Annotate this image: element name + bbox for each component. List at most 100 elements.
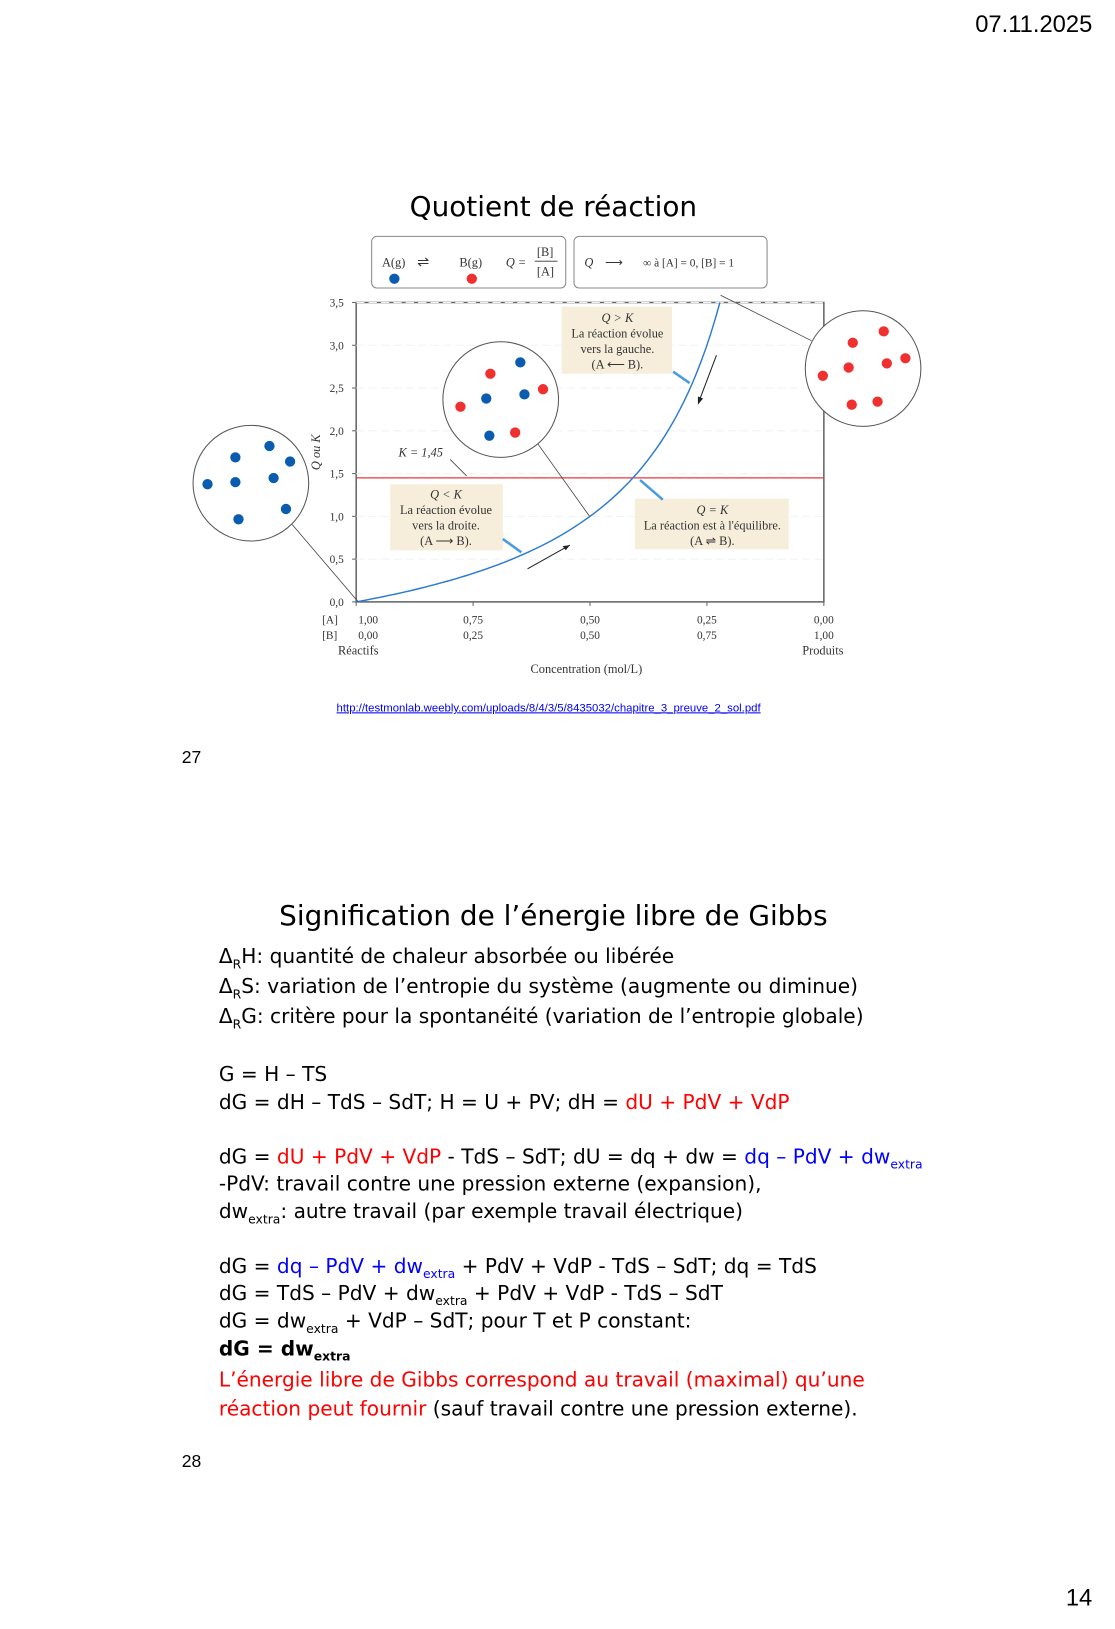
text-line: dG = dU + PdV + VdP - TdS – SdT; dU = dq…: [218, 1144, 923, 1172]
text-segment: -PdV: travail contre une pression extern…: [218, 1171, 762, 1196]
row-label-b: [B]: [322, 630, 337, 642]
slide-27-number: 27: [181, 747, 202, 768]
x-tick-label-a: 0,00: [814, 615, 834, 627]
text-segment: dU + PdV + VdP: [276, 1144, 442, 1169]
text-line: réaction peut fournir (sauf travail cont…: [219, 1397, 858, 1421]
slide-27-title: Quotient de réaction: [409, 190, 698, 223]
subscript: extra: [313, 1349, 351, 1364]
x-tick-label-b: 0,25: [463, 630, 483, 642]
text-line: dG = TdS – PdV + dwextra + PdV + VdP - T…: [218, 1281, 723, 1309]
y-tick-label: 2,5: [330, 383, 345, 395]
x-tick-label-a: 1,00: [358, 615, 378, 627]
text-line: ΔRH: quantité de chaleur absorbée ou lib…: [218, 944, 675, 972]
x-tick-label-a: 0,25: [697, 615, 717, 627]
molecules-circle-products: [804, 310, 922, 427]
text-segment: + PdV + VdP - TdS – SdT: [467, 1281, 723, 1305]
y-tick-label: 0,0: [330, 597, 345, 609]
sheet-number: 14: [1065, 1583, 1093, 1611]
subscript: R: [232, 957, 242, 972]
text-segment: G = H – TS: [218, 1062, 328, 1087]
text-line: -PdV: travail contre une pression extern…: [219, 1172, 762, 1196]
text-segment: dG = dH – TdS – SdT; H = U + PV; dH =: [218, 1090, 626, 1114]
q-numerator: [B]: [537, 245, 554, 259]
subscript: extra: [248, 1212, 281, 1227]
subscript: R: [232, 986, 242, 1002]
text-line: dwextra: autre travail (par exemple trav…: [218, 1199, 743, 1227]
text-segment: dw: [218, 1199, 249, 1224]
products-caption: Produits: [802, 644, 843, 658]
text-segment: G: critère pour la spontanéité (variatio…: [241, 1004, 864, 1029]
x-tick-label-b: 0,00: [358, 630, 378, 642]
text-segment: Δ: [218, 974, 233, 999]
text-line: dG = dq – PdV + dwextra + PdV + VdP - Td…: [218, 1254, 817, 1282]
svg-text:(A ⇌ B).: (A ⇌ B).: [690, 534, 734, 548]
svg-text:La réaction évolue: La réaction évolue: [400, 503, 493, 517]
x-axis-label: Concentration (mol/L): [531, 662, 643, 676]
y-tick-label: 3,0: [330, 340, 345, 352]
text-segment: S: variation de l’entropie du système (a…: [241, 974, 859, 999]
y-tick-label: 2,0: [330, 426, 345, 438]
text-segment: dq – PdV + dw: [276, 1254, 423, 1279]
text-line: dG = dwextra + VdP – SdT; pour T et P co…: [219, 1309, 692, 1336]
svg-text:vers la droite.: vers la droite.: [412, 519, 480, 533]
text-segment: dU + PdV + VdP: [625, 1090, 790, 1114]
svg-text:La réaction est à l'équilibre.: La réaction est à l'équilibre.: [644, 519, 781, 533]
subscript: extra: [422, 1266, 456, 1282]
subscript: R: [232, 1016, 242, 1032]
text-segment: + PdV + VdP - TdS – SdT; dq = TdS: [455, 1254, 817, 1279]
subscript: extra: [435, 1293, 468, 1309]
y-axis-label: Q ou K: [309, 434, 323, 470]
text-line: G = H – TS: [219, 1062, 327, 1086]
x-tick-label-a: 0,75: [463, 615, 483, 627]
annotation-q-greater-k: Q > K La réaction évolue vers la gauche.…: [561, 306, 673, 374]
slide-28-number: 28: [181, 1451, 202, 1472]
legend-limit-box: Q ⟶ ∞ à [A] = 0, [B] = 1: [573, 235, 768, 289]
text-segment: dG =: [218, 1254, 277, 1279]
text-segment: (sauf travail contre une pression extern…: [426, 1396, 858, 1421]
svg-text:La réaction évolue: La réaction évolue: [571, 327, 664, 341]
text-line: dG = dwextra: [218, 1336, 351, 1364]
right-arrow-icon: ⟶: [605, 255, 623, 269]
x-tick-label-a: 0,50: [580, 615, 600, 627]
text-line: dG = dH – TdS – SdT; H = U + PV; dH = dU…: [219, 1090, 790, 1114]
svg-text:Q = K: Q = K: [696, 503, 728, 517]
annotation-q-less-k: Q < K La réaction évolue vers la droite.…: [390, 484, 503, 551]
legend-reaction-box: A(g) ⇌ B(g) Q = [B] [A]: [371, 235, 567, 289]
reverse-arrow-icon: [698, 354, 717, 402]
text-segment: dG = TdS – PdV + dw: [218, 1281, 436, 1305]
text-segment: + VdP – SdT; pour T et P constant:: [338, 1309, 692, 1333]
species-a-label: A(g): [382, 255, 405, 269]
text-segment: H: quantité de chaleur absorbée ou libér…: [241, 944, 675, 969]
text-segment: L’énergie libre de Gibbs correspond au t…: [218, 1367, 865, 1392]
text-line: L’énergie libre de Gibbs correspond au t…: [219, 1368, 865, 1392]
y-tick-label: 3,5: [330, 298, 345, 310]
row-label-a: [A]: [322, 615, 338, 627]
slide-28-title: Signification de l’énergie libre de Gibb…: [279, 900, 828, 933]
text-segment: Δ: [218, 944, 233, 969]
molecules-circle-equilibrium: [442, 341, 560, 458]
reaction-quotient-figure: A(g) ⇌ B(g) Q = [B] [A] Q ⟶ ∞ à [A] = 0,…: [192, 235, 922, 676]
y-tick-label: 0,5: [330, 554, 345, 566]
subscript: extra: [890, 1157, 923, 1172]
svg-text:Q < K: Q < K: [430, 488, 462, 502]
species-a-dot: [389, 273, 400, 284]
y-tick-label: 1,0: [330, 511, 345, 523]
source-link[interactable]: http://testmonlab.weebly.com/uploads/8/4…: [336, 702, 761, 715]
text-segment: Δ: [218, 1004, 233, 1029]
text-segment: dG = dw: [218, 1336, 314, 1361]
x-tick-label-b: 0,50: [580, 630, 600, 642]
species-b-label: B(g): [459, 255, 482, 269]
q-definition-lhs: Q =: [506, 255, 526, 269]
text-segment: : autre travail (par exemple travail éle…: [280, 1199, 743, 1224]
text-segment: dG =: [218, 1144, 277, 1169]
svg-text:(A ⟵ B).: (A ⟵ B).: [591, 358, 643, 372]
subscript: extra: [306, 1321, 339, 1336]
text-segment: - TdS – SdT; dU = dq + dw =: [441, 1144, 745, 1169]
species-b-dot: [466, 273, 477, 284]
k-value-label: K = 1,45: [398, 445, 443, 459]
forward-arrow-icon: [527, 544, 571, 570]
svg-text:(A ⟶ B).: (A ⟶ B).: [420, 534, 472, 548]
text-line: ΔRG: critère pour la spontanéité (variat…: [218, 1004, 864, 1032]
svg-text:vers la gauche.: vers la gauche.: [580, 342, 654, 356]
